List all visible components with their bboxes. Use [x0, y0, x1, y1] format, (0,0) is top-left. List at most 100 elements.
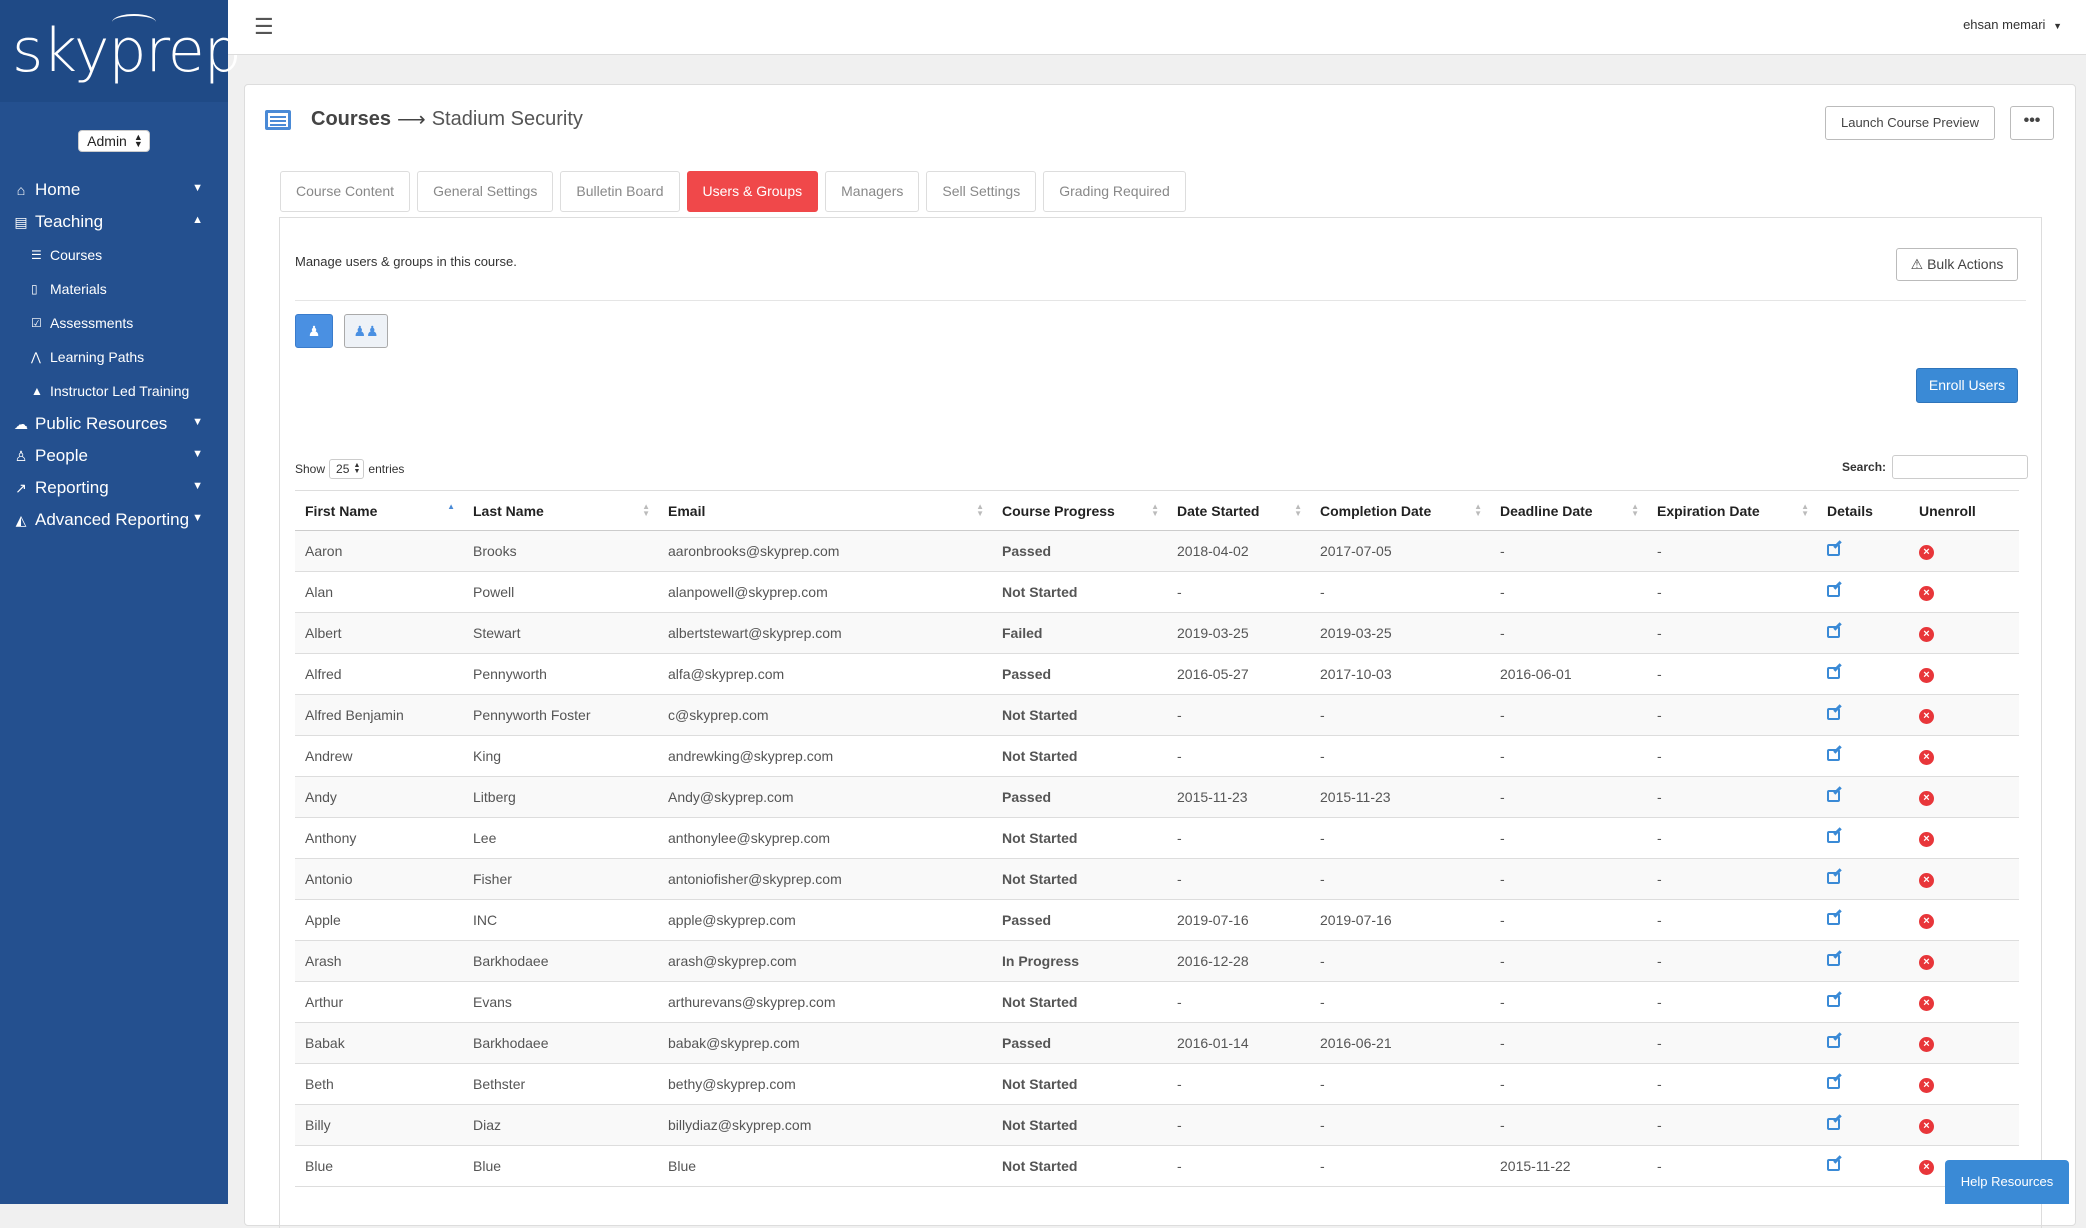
- logo-area[interactable]: skyprep: [0, 0, 242, 102]
- edit-icon[interactable]: [1827, 954, 1840, 966]
- unenroll-icon[interactable]: ×: [1919, 1119, 1934, 1134]
- users-table: First Name ▲ Last Name ▲ ▼ Email ▲ ▼ Course P…: [295, 490, 2019, 1187]
- sidebar-item-teaching[interactable]: ▤ Teaching ▲: [0, 206, 228, 238]
- sidebar-item-label: Public Resources: [35, 414, 168, 433]
- table-row: Arthur Evans arthurevans@skyprep.com Not St…: [295, 981, 2019, 1023]
- unenroll-icon[interactable]: ×: [1919, 996, 1934, 1011]
- edit-icon[interactable]: [1827, 708, 1840, 720]
- sort-icon: ▲ ▼: [642, 502, 650, 518]
- edit-icon[interactable]: [1827, 749, 1840, 761]
- sidebar-item-home[interactable]: ⌂ Home ▼: [0, 174, 228, 206]
- unenroll-icon[interactable]: ×: [1919, 1160, 1934, 1175]
- cell-date-started: 2016-01-14: [1167, 1022, 1310, 1064]
- edit-icon[interactable]: [1827, 1077, 1840, 1089]
- edit-icon[interactable]: [1827, 913, 1840, 925]
- sidebar-item-reporting[interactable]: ↗ Reporting ▼: [0, 472, 228, 504]
- edit-icon[interactable]: [1827, 831, 1840, 843]
- cell-deadline-date: -: [1490, 981, 1647, 1023]
- unenroll-icon[interactable]: ×: [1919, 627, 1934, 642]
- cell-course-progress: Not Started: [992, 735, 1167, 777]
- tab-managers[interactable]: Managers: [825, 171, 920, 212]
- users-view-button[interactable]: ♟: [295, 314, 333, 348]
- groups-view-button[interactable]: ♟♟: [344, 314, 388, 348]
- column-course-progress[interactable]: Course Progress ▲ ▼: [992, 490, 1167, 531]
- cell-email: Blue: [658, 1145, 992, 1187]
- edit-icon[interactable]: [1827, 1118, 1840, 1130]
- cell-email: albertstewart@skyprep.com: [658, 612, 992, 654]
- column-expiration-date[interactable]: Expiration Date ▲ ▼: [1647, 490, 1817, 531]
- sidebar-subitem-assessments[interactable]: ☑ Assessments: [0, 306, 228, 340]
- sidebar-item-people[interactable]: ♙ People ▼: [0, 440, 228, 472]
- unenroll-icon[interactable]: ×: [1919, 1037, 1934, 1052]
- unenroll-icon[interactable]: ×: [1919, 709, 1934, 724]
- tab-users-groups[interactable]: Users & Groups: [686, 171, 819, 212]
- edit-icon[interactable]: [1827, 626, 1840, 638]
- column-label: Unenroll: [1919, 502, 1976, 519]
- cell-details: [1817, 1022, 1909, 1064]
- unenroll-icon[interactable]: ×: [1919, 832, 1934, 847]
- column-deadline-date[interactable]: Deadline Date ▲ ▼: [1490, 490, 1647, 531]
- sidebar-item-public-resources[interactable]: ☁ Public Resources ▼: [0, 408, 228, 440]
- edit-icon[interactable]: [1827, 544, 1840, 556]
- edit-icon[interactable]: [1827, 1159, 1840, 1171]
- edit-icon[interactable]: [1827, 790, 1840, 802]
- sidebar-subitem-instructor-led-training[interactable]: ▲ Instructor Led Training: [0, 374, 228, 408]
- enroll-users-button[interactable]: Enroll Users: [1916, 368, 2018, 403]
- unenroll-icon[interactable]: ×: [1919, 791, 1934, 806]
- tab-grading-required[interactable]: Grading Required: [1043, 171, 1186, 212]
- unenroll-icon[interactable]: ×: [1919, 545, 1934, 560]
- tab-general-settings[interactable]: General Settings: [417, 171, 554, 212]
- unenroll-icon[interactable]: ×: [1919, 914, 1934, 929]
- edit-icon[interactable]: [1827, 995, 1840, 1007]
- hamburger-menu-icon[interactable]: ☰: [254, 14, 274, 39]
- column-first-name[interactable]: First Name ▲: [295, 490, 463, 531]
- unenroll-icon[interactable]: ×: [1919, 668, 1934, 683]
- edit-icon[interactable]: [1827, 1036, 1840, 1048]
- edit-icon[interactable]: [1827, 872, 1840, 884]
- column-email[interactable]: Email ▲ ▼: [658, 490, 992, 531]
- sidebar-item-advanced-reporting[interactable]: ◭ Advanced Reporting ▼: [0, 504, 228, 536]
- column-date-started[interactable]: Date Started ▲ ▼: [1167, 490, 1310, 531]
- user-name: ehsan memari: [1963, 17, 2046, 32]
- tab-sell-settings[interactable]: Sell Settings: [926, 171, 1037, 212]
- table-row: Alfred Pennyworth alfa@skyprep.com Passed 20…: [295, 653, 2019, 695]
- unenroll-icon[interactable]: ×: [1919, 586, 1934, 601]
- unenroll-icon[interactable]: ×: [1919, 873, 1934, 888]
- breadcrumb-courses[interactable]: Courses: [311, 108, 392, 130]
- help-resources-button[interactable]: Help Resources: [1945, 1160, 2069, 1204]
- cell-first-name: Beth: [295, 1063, 463, 1105]
- edit-icon[interactable]: [1827, 585, 1840, 597]
- cell-deadline-date: -: [1490, 817, 1647, 859]
- cell-expiration-date: -: [1647, 1022, 1817, 1064]
- cell-last-name: Diaz: [463, 1104, 658, 1146]
- unenroll-icon[interactable]: ×: [1919, 1078, 1934, 1093]
- table-row: Blue Blue Blue Not Started - -2015-11-22- ×: [295, 1145, 2019, 1187]
- cell-date-started: 2016-12-28: [1167, 940, 1310, 982]
- cell-first-name: Blue: [295, 1145, 463, 1187]
- cell-unenroll: ×: [1909, 817, 2019, 859]
- unenroll-icon[interactable]: ×: [1919, 955, 1934, 970]
- tab-course-content[interactable]: Course Content: [280, 171, 411, 212]
- column-last-name[interactable]: Last Name ▲ ▼: [463, 490, 658, 531]
- bulk-actions-button[interactable]: ⚠ Bulk Actions: [1896, 248, 2018, 281]
- column-label: Expiration Date: [1657, 502, 1760, 519]
- sidebar-subitem-courses[interactable]: ☰ Courses: [0, 238, 228, 272]
- logo[interactable]: skyprep: [12, 14, 242, 86]
- edit-icon[interactable]: [1827, 667, 1840, 679]
- sidebar-subitem-materials[interactable]: ▯ Materials: [0, 272, 228, 306]
- column-label: Deadline Date: [1500, 502, 1593, 519]
- column-label: Email: [668, 502, 706, 519]
- unenroll-icon[interactable]: ×: [1919, 750, 1934, 765]
- cell-first-name: Billy: [295, 1104, 463, 1146]
- column-completion-date[interactable]: Completion Date ▲ ▼: [1310, 490, 1490, 531]
- role-select[interactable]: Admin ▲ ▼: [78, 130, 150, 152]
- cell-first-name: Alfred Benjamin: [295, 694, 463, 736]
- tab-bulletin-board[interactable]: Bulletin Board: [560, 171, 680, 212]
- more-options-button[interactable]: •••: [2010, 106, 2054, 140]
- caret-down-icon: ▼: [192, 512, 203, 524]
- sidebar-subitem-learning-paths[interactable]: ⋀ Learning Paths: [0, 340, 228, 374]
- entries-select[interactable]: 25 ▲ ▼: [329, 459, 365, 479]
- user-menu[interactable]: ehsan memari ▼: [1963, 17, 2062, 32]
- search-input[interactable]: [1892, 455, 2029, 479]
- launch-course-preview-button[interactable]: Launch Course Preview: [1825, 106, 1995, 140]
